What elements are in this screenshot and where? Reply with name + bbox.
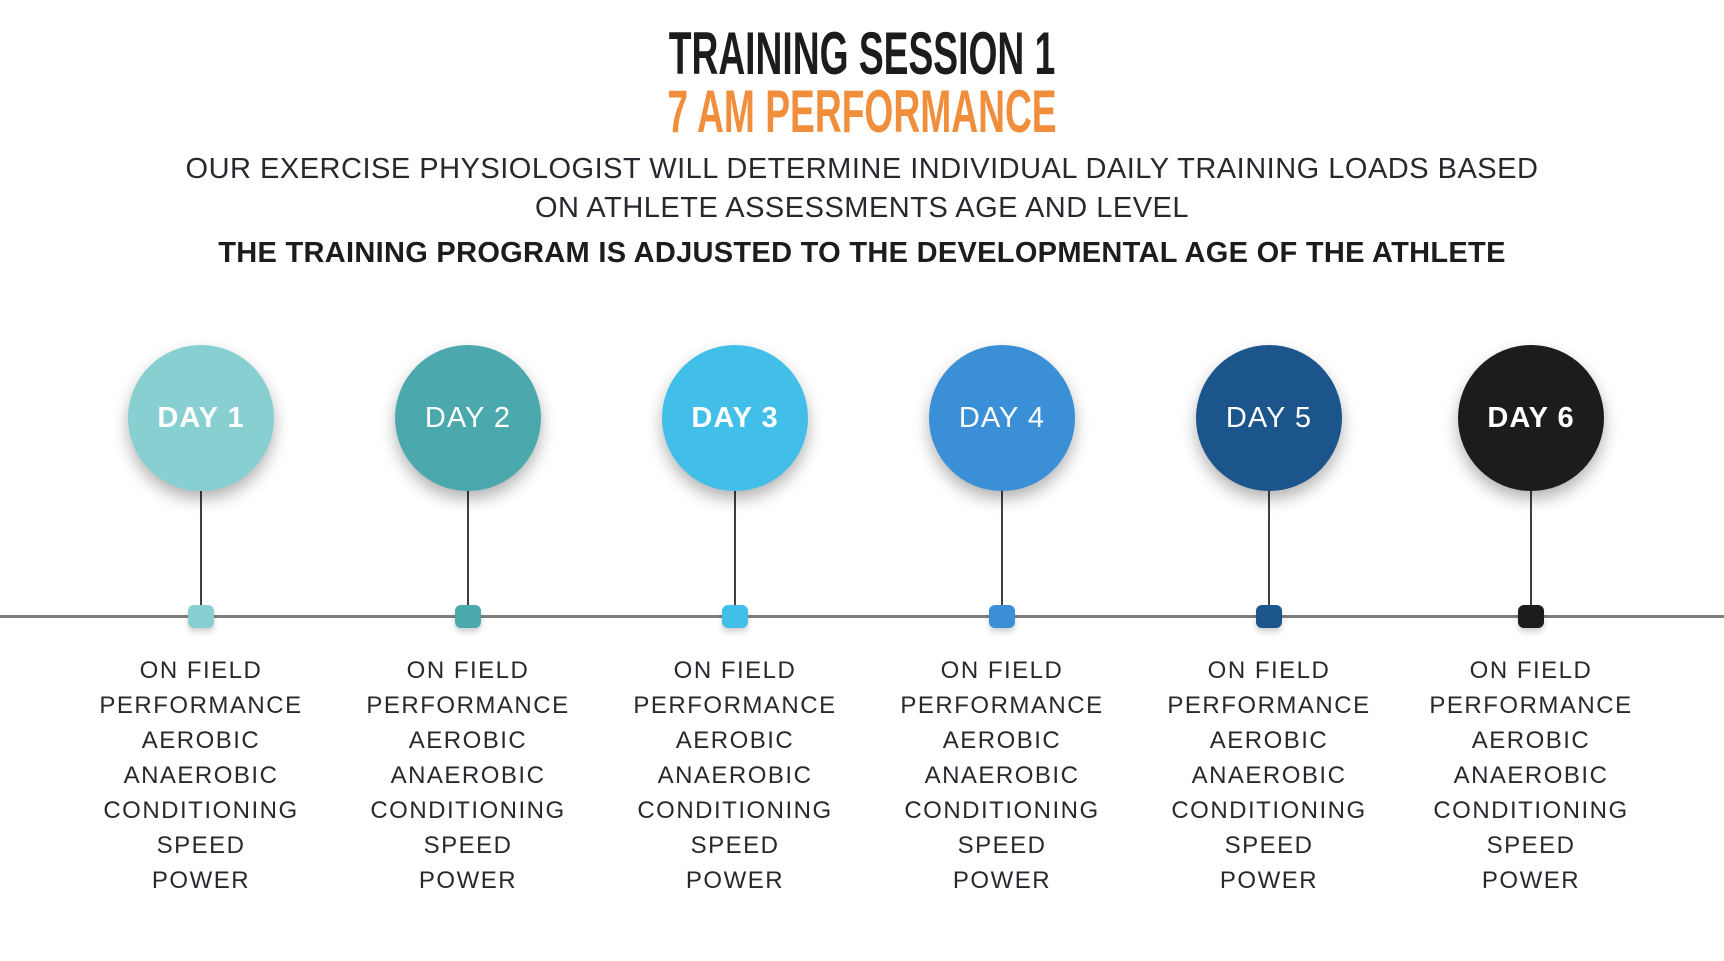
activity-item: ON FIELD: [1469, 657, 1593, 684]
timeline-axis: [0, 615, 1724, 618]
activity-item: ANAEROBIC: [1191, 762, 1347, 789]
activity-item: CONDITIONING: [904, 797, 1100, 824]
day-label: DAY 3: [691, 401, 779, 434]
activity-item: CONDITIONING: [1171, 797, 1367, 824]
activity-item: PERFORMANCE: [1167, 692, 1371, 719]
activity-item: ON FIELD: [1207, 657, 1331, 684]
activities-list: ON FIELD PERFORMANCE AEROBIC ANAEROBIC CONDI…: [1391, 653, 1671, 898]
activity-item: CONDITIONING: [103, 797, 299, 824]
activities-list: ON FIELD PERFORMANCE AEROBIC ANAEROBIC CONDI…: [328, 653, 608, 898]
activity-item: AEROBIC: [675, 727, 795, 754]
activity-item: CONDITIONING: [1433, 797, 1629, 824]
activity-item: CONDITIONING: [370, 797, 566, 824]
day-5-circle: DAY 5: [1196, 345, 1342, 491]
activity-item: SPEED: [957, 832, 1047, 859]
activity-item: PERFORMANCE: [1429, 692, 1633, 719]
connector-stem: [1268, 489, 1270, 617]
activity-item: PERFORMANCE: [99, 692, 303, 719]
activity-item: SPEED: [690, 832, 780, 859]
day-label: DAY 1: [157, 401, 245, 434]
day-3-circle: DAY 3: [662, 345, 808, 491]
day-column-2: DAY 2 ON FIELD PERFORMANCE AEROBIC ANAEROBI…: [328, 0, 608, 961]
activity-item: AEROBIC: [141, 727, 261, 754]
activity-item: AEROBIC: [1209, 727, 1329, 754]
activity-item: ON FIELD: [139, 657, 263, 684]
day-column-4: DAY 4 ON FIELD PERFORMANCE AEROBIC ANAEROBI…: [862, 0, 1142, 961]
timeline-marker: [722, 605, 748, 628]
activity-item: ANAEROBIC: [657, 762, 813, 789]
connector-stem: [200, 489, 202, 617]
activity-item: SPEED: [156, 832, 246, 859]
header: TRAINING SESSION 1 7 AM PERFORMANCE OUR …: [0, 0, 1724, 271]
activity-item: POWER: [418, 867, 518, 894]
timeline-marker: [989, 605, 1015, 628]
day-column-6: DAY 6 ON FIELD PERFORMANCE AEROBIC ANAEROBI…: [1391, 0, 1671, 961]
connector-stem: [467, 489, 469, 617]
activities-list: ON FIELD PERFORMANCE AEROBIC ANAEROBIC CONDI…: [1129, 653, 1409, 898]
timeline-marker: [1518, 605, 1544, 628]
day-label: DAY 4: [958, 401, 1046, 434]
day-1-circle: DAY 1: [128, 345, 274, 491]
activity-item: POWER: [151, 867, 251, 894]
day-6-circle: DAY 6: [1458, 345, 1604, 491]
activity-item: POWER: [952, 867, 1052, 894]
day-column-3: DAY 3 ON FIELD PERFORMANCE AEROBIC ANAEROBI…: [595, 0, 875, 961]
activity-item: ANAEROBIC: [1453, 762, 1609, 789]
activity-item: ANAEROBIC: [390, 762, 546, 789]
connector-stem: [1001, 489, 1003, 617]
activities-list: ON FIELD PERFORMANCE AEROBIC ANAEROBIC CONDI…: [862, 653, 1142, 898]
activity-item: AEROBIC: [942, 727, 1062, 754]
connector-stem: [734, 489, 736, 617]
activities-list: ON FIELD PERFORMANCE AEROBIC ANAEROBIC CONDI…: [595, 653, 875, 898]
day-label: DAY 2: [424, 401, 512, 434]
activity-item: SPEED: [1224, 832, 1314, 859]
page-title: TRAINING SESSION 1: [668, 20, 1056, 87]
activity-item: ANAEROBIC: [924, 762, 1080, 789]
activity-item: PERFORMANCE: [633, 692, 837, 719]
activities-list: ON FIELD PERFORMANCE AEROBIC ANAEROBIC CONDI…: [61, 653, 341, 898]
day-column-1: DAY 1 ON FIELD PERFORMANCE AEROBIC ANAEROBI…: [61, 0, 341, 961]
activity-item: ON FIELD: [673, 657, 797, 684]
activity-item: PERFORMANCE: [900, 692, 1104, 719]
day-column-5: DAY 5 ON FIELD PERFORMANCE AEROBIC ANAEROBI…: [1129, 0, 1409, 961]
day-label: DAY 6: [1487, 401, 1575, 434]
activity-item: PERFORMANCE: [366, 692, 570, 719]
activity-item: SPEED: [1486, 832, 1576, 859]
timeline-marker: [1256, 605, 1282, 628]
timeline-marker: [188, 605, 214, 628]
emphasis-line: THE TRAINING PROGRAM IS ADJUSTED TO THE …: [218, 237, 1506, 269]
description-line-2: ON ATHLETE ASSESSMENTS AGE AND LEVEL: [534, 192, 1190, 224]
activity-item: POWER: [685, 867, 785, 894]
activity-item: ON FIELD: [406, 657, 530, 684]
activity-item: SPEED: [423, 832, 513, 859]
activity-item: ON FIELD: [940, 657, 1064, 684]
activity-item: POWER: [1219, 867, 1319, 894]
activity-item: CONDITIONING: [637, 797, 833, 824]
activity-item: POWER: [1481, 867, 1581, 894]
activity-item: ANAEROBIC: [123, 762, 279, 789]
description-line-1: OUR EXERCISE PHYSIOLOGIST WILL DETERMINE…: [185, 153, 1539, 185]
day-label: DAY 5: [1225, 401, 1313, 434]
timeline-marker: [455, 605, 481, 628]
connector-stem: [1530, 489, 1532, 617]
activity-item: AEROBIC: [408, 727, 528, 754]
day-2-circle: DAY 2: [395, 345, 541, 491]
day-4-circle: DAY 4: [929, 345, 1075, 491]
page-subtitle: 7 AM PERFORMANCE: [667, 78, 1057, 145]
activity-item: AEROBIC: [1471, 727, 1591, 754]
